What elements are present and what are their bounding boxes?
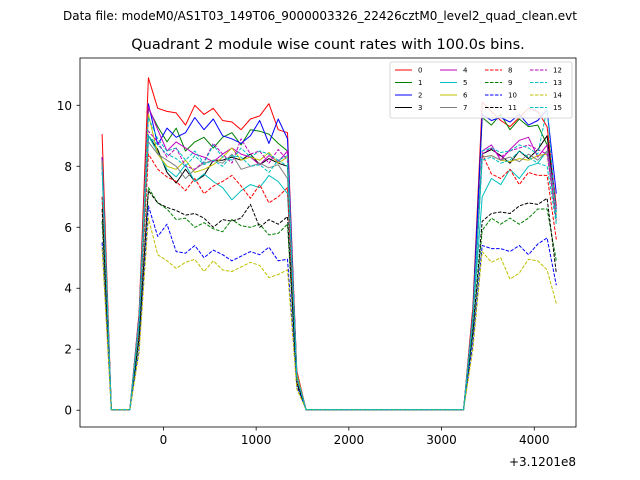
x-tick-label: 0 — [160, 433, 168, 447]
series-line-3 — [101, 135, 557, 411]
chart-supertitle: Data file: modeM0/AS1T03_149T06_90000033… — [63, 9, 577, 23]
legend-label-4: 4 — [463, 67, 468, 75]
legend-label-14: 14 — [553, 92, 562, 100]
y-tick-label: 10 — [57, 99, 72, 113]
y-tick-label: 2 — [64, 343, 72, 357]
y-tick-label: 4 — [64, 282, 72, 296]
x-tick-label: 1000 — [241, 433, 272, 447]
legend-label-2: 2 — [418, 92, 422, 100]
legend-label-13: 13 — [553, 79, 562, 87]
series-line-7 — [101, 141, 557, 411]
series-line-0 — [101, 77, 557, 411]
series-line-14 — [101, 217, 557, 411]
legend-label-9: 9 — [508, 79, 512, 87]
x-offset-label: +3.1201e8 — [509, 455, 576, 469]
y-tick-label: 0 — [64, 404, 72, 418]
x-tick-label: 2000 — [334, 433, 365, 447]
legend-label-1: 1 — [418, 79, 422, 87]
series-line-13 — [101, 135, 557, 411]
legend-box — [389, 61, 573, 119]
series-line-9 — [101, 187, 557, 411]
legend-label-5: 5 — [463, 79, 467, 87]
x-tick-label: 3000 — [426, 433, 457, 447]
legend-label-6: 6 — [463, 92, 468, 100]
legend-label-7: 7 — [463, 104, 467, 112]
legend-label-10: 10 — [508, 92, 517, 100]
series-line-8 — [101, 153, 557, 411]
ticks-group: 0 1000 2000 3000 4000 0 2 4 6 8 10 — [57, 99, 550, 447]
legend-label-15: 15 — [553, 104, 562, 112]
legend-label-8: 8 — [508, 67, 512, 75]
series-line-10 — [101, 205, 557, 411]
series-group — [101, 77, 557, 411]
y-tick-label: 8 — [64, 160, 72, 174]
legend-label-3: 3 — [418, 104, 422, 112]
legend-label-0: 0 — [418, 67, 422, 75]
x-tick-label: 4000 — [519, 433, 550, 447]
series-line-15 — [101, 107, 557, 411]
axes-frame — [79, 57, 577, 428]
y-tick-label: 6 — [64, 221, 72, 235]
series-line-11 — [101, 190, 557, 411]
series-line-4 — [101, 106, 557, 411]
chart-title: Quadrant 2 module wise count rates with … — [131, 37, 525, 53]
legend-label-12: 12 — [553, 67, 562, 75]
series-line-12 — [101, 130, 557, 411]
legend-label-11: 11 — [508, 104, 517, 112]
